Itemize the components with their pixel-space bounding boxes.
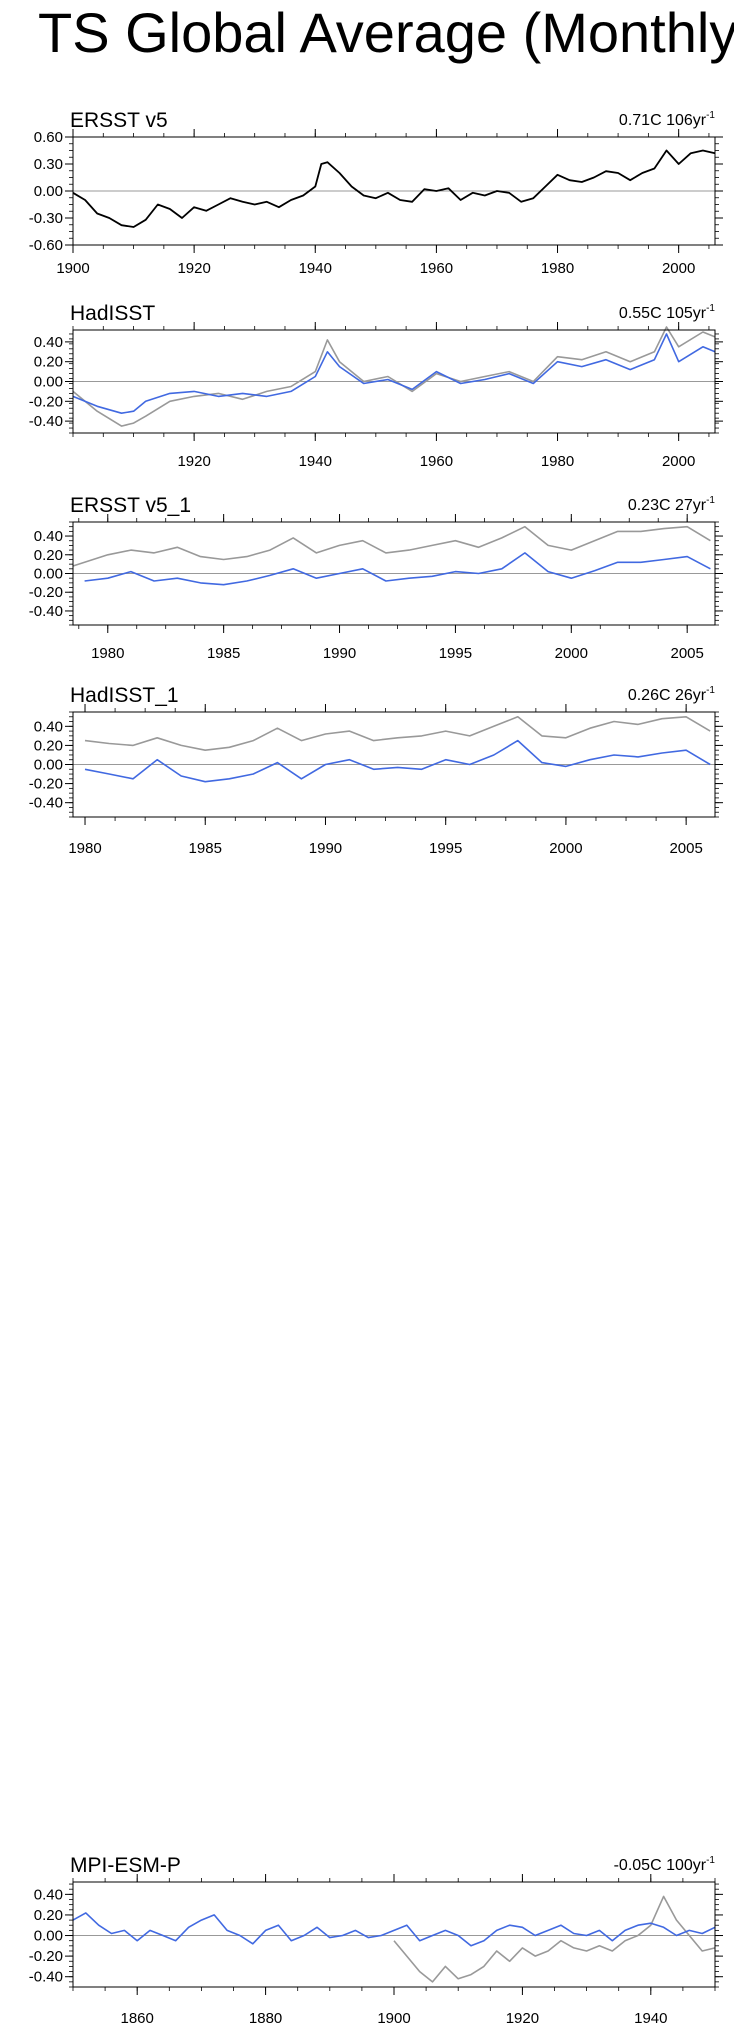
- y-tick-label: 0.20: [34, 547, 63, 564]
- x-tick-label: 2000: [662, 453, 695, 470]
- y-tick-label: 0.40: [34, 718, 63, 735]
- y-tick-label: -0.20: [29, 1948, 63, 1965]
- x-tick-label: 1880: [249, 2010, 282, 2027]
- y-tick-label: -0.40: [29, 795, 63, 812]
- plot-frame: [72, 136, 716, 246]
- series-line-ref: [72, 525, 711, 567]
- x-tick-label: 1985: [207, 645, 240, 662]
- chart-panel-hadisst-1: HadISST_1 0.26C 26yr-1 -0.40 -0.20 0.00 0.20 0…: [0, 670, 734, 863]
- x-tick-label: 1940: [634, 2010, 667, 2027]
- chart-title: ERSST v5: [70, 109, 168, 132]
- series-line-model: [84, 739, 711, 783]
- x-tick-label: 1995: [439, 645, 472, 662]
- x-tick-label: 1920: [506, 2010, 539, 2027]
- x-tick-label: 1980: [68, 840, 101, 857]
- x-tick-label: 1980: [541, 260, 574, 277]
- y-tick-label: 0.20: [34, 1907, 63, 1924]
- x-tick-label: 1900: [56, 260, 89, 277]
- y-tick-label: 0.30: [34, 156, 63, 173]
- y-tick-label: -0.30: [29, 210, 63, 227]
- x-tick-label: 1980: [541, 453, 574, 470]
- x-tick-label: 1940: [299, 260, 332, 277]
- series-line-model: [72, 1912, 716, 1947]
- y-tick-label: -0.40: [29, 1969, 63, 1986]
- x-tick-label: 1960: [420, 260, 453, 277]
- x-tick-label: 1920: [177, 260, 210, 277]
- chart-svg: HadISST 0.55C 105yr-1 -0.40 -0.20 0.00 0.20 0.…: [29, 302, 723, 470]
- chart-title: MPI-ESM-P: [70, 1854, 181, 1877]
- y-tick-label: 0.00: [34, 183, 63, 200]
- y-tick-label: 0.40: [34, 1886, 63, 1903]
- chart-title: ERSST v5_1: [70, 494, 191, 517]
- y-tick-label: 0.00: [34, 757, 63, 774]
- x-tick-label: 1995: [429, 840, 462, 857]
- y-tick-label: 0.00: [34, 566, 63, 583]
- y-tick-label: 0.20: [34, 354, 63, 371]
- chart-svg: MPI-ESM-P -0.05C 100yr-1 -0.40 -0.20 0.00 0.2…: [29, 1854, 723, 2027]
- x-tick-label: 2000: [555, 645, 588, 662]
- x-tick-label: 1985: [189, 840, 222, 857]
- x-tick-label: 1920: [177, 453, 210, 470]
- y-tick-label: -0.60: [29, 237, 63, 254]
- x-tick-label: 1940: [299, 453, 332, 470]
- chart-panel-mpi-esm-p: MPI-ESM-P -0.05C 100yr-1 -0.40 -0.20 0.00 0.2…: [0, 1842, 734, 2033]
- y-tick-label: 0.20: [34, 737, 63, 754]
- series-line-model: [84, 552, 711, 586]
- plot-frame: [72, 1881, 716, 1988]
- chart-title: HadISST_1: [70, 684, 179, 707]
- chart-title: HadISST: [70, 302, 155, 325]
- y-tick-label: -0.20: [29, 776, 63, 793]
- x-tick-label: 2005: [671, 645, 704, 662]
- y-tick-label: 0.60: [34, 129, 63, 146]
- x-tick-label: 1900: [377, 2010, 410, 2027]
- trend-label: 0.23C 27yr-1: [628, 495, 716, 514]
- y-tick-label: 0.00: [34, 374, 63, 391]
- chart-svg: ERSST v5 0.71C 106yr-1 -0.60 -0.30 0.00 0.30 0…: [29, 109, 723, 277]
- series-line-ref: [393, 1895, 716, 1983]
- plot-frame: [72, 521, 716, 626]
- y-tick-label: 0.40: [34, 528, 63, 545]
- trend-label: 0.71C 106yr-1: [619, 110, 716, 129]
- x-tick-label: 1990: [309, 840, 342, 857]
- chart-svg: HadISST_1 0.26C 26yr-1 -0.40 -0.20 0.00 0.20 0…: [29, 684, 723, 857]
- x-tick-label: 2005: [669, 840, 702, 857]
- y-tick-label: 0.40: [34, 334, 63, 351]
- y-tick-label: -0.40: [29, 413, 63, 430]
- plot-frame: [72, 329, 716, 434]
- trend-label: -0.05C 100yr-1: [614, 1855, 716, 1874]
- y-tick-label: -0.40: [29, 603, 63, 620]
- x-tick-label: 2000: [662, 260, 695, 277]
- trend-label: 0.55C 105yr-1: [619, 303, 716, 322]
- chart-panel-ersst-v5-1: ERSST v5_1 0.23C 27yr-1 -0.40 -0.20 0.00 0.20…: [0, 480, 734, 668]
- trend-label: 0.26C 26yr-1: [628, 685, 716, 704]
- page-title: TS Global Average (Monthly): [38, 1, 734, 64]
- x-tick-label: 1990: [323, 645, 356, 662]
- x-tick-label: 1980: [91, 645, 124, 662]
- y-tick-label: -0.20: [29, 393, 63, 410]
- series-line-ref: [84, 715, 711, 751]
- chart-panel-ersst-v5: ERSST v5 0.71C 106yr-1 -0.60 -0.30 0.00 0.30 0…: [0, 100, 734, 283]
- y-tick-label: -0.20: [29, 584, 63, 601]
- y-tick-label: 0.00: [34, 1928, 63, 1945]
- x-tick-label: 1960: [420, 453, 453, 470]
- chart-svg: ERSST v5_1 0.23C 27yr-1 -0.40 -0.200.00 0.20…: [29, 494, 723, 662]
- series-line-ref: [72, 326, 716, 427]
- chart-panel-hadisst: HadISST 0.55C 105yr-1 -0.40 -0.20 0.00 0.20 0.…: [0, 290, 734, 476]
- x-tick-label: 2000: [549, 840, 582, 857]
- x-tick-label: 1860: [121, 2010, 154, 2027]
- series-line-model: [72, 333, 716, 414]
- plot-frame: [72, 711, 716, 818]
- series-line-obs: [72, 149, 716, 228]
